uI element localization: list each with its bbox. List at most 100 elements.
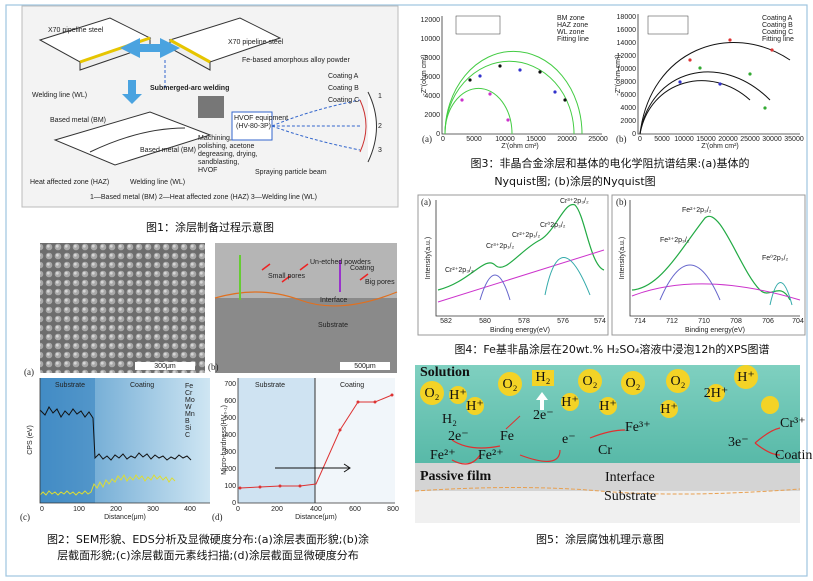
- label: Submerged-arc welding: [150, 85, 229, 92]
- group: (a) Cr²⁺2p₃/₂ Cr³⁺2p₁/₂ Cr²⁺2p₁/₂ Cr⁰2p₃/₂ C…: [417, 194, 609, 336]
- label: 2000: [424, 112, 440, 119]
- group: (b) Fe²⁺2p₃/₂ Fe³⁺2p₃/₂ Fe⁰2p₃/₂ 714 712 710…: [611, 194, 806, 336]
- label: 600: [224, 398, 236, 405]
- label: Intensity(a.u.): [619, 237, 626, 279]
- path-shape: [637, 14, 800, 135]
- label: Fe⁰2p₃/₂: [762, 254, 789, 262]
- dot: [770, 48, 774, 52]
- label: H⁺: [599, 399, 617, 414]
- label: Coating A: [762, 15, 793, 22]
- dot: [763, 106, 767, 110]
- group: 582 580 578 576 574: [440, 318, 606, 325]
- label: 0: [632, 131, 636, 138]
- dot: [660, 400, 678, 418]
- dot: [578, 369, 602, 393]
- label: 600: [349, 506, 361, 513]
- label: 10000: [421, 36, 441, 43]
- label: 700: [224, 381, 236, 388]
- label: 580: [479, 318, 491, 325]
- group: 0 2000 4000 6000 8000 10000 12000 14000 16000 180…: [617, 14, 637, 138]
- path-shape: [451, 454, 481, 465]
- label: 16000: [617, 27, 637, 34]
- path-shape: [437, 249, 605, 303]
- group: [451, 427, 781, 465]
- label: Binding energy(eV): [490, 327, 550, 334]
- label: 15000: [526, 136, 546, 143]
- label: Coating B: [328, 85, 359, 92]
- label: 14000: [617, 40, 637, 47]
- label: (c): [20, 512, 30, 522]
- dot: [678, 80, 682, 84]
- label: Coating C: [328, 97, 359, 104]
- label: Coating C: [762, 29, 793, 36]
- path-shape: [237, 378, 395, 504]
- group: 0 100 200 300 400 500 600 700: [224, 381, 236, 507]
- dot: [599, 397, 617, 415]
- path-shape: [769, 282, 793, 306]
- dot: [761, 396, 779, 414]
- label: 2e⁻: [533, 408, 554, 423]
- shape: [53, 111, 212, 166]
- shape: [418, 8, 608, 148]
- shape: [417, 194, 609, 336]
- label: 712: [666, 318, 678, 325]
- dot: [518, 68, 522, 72]
- path-shape: [639, 42, 791, 135]
- label: C: [185, 432, 190, 439]
- label: 4000: [620, 105, 636, 112]
- dot: [498, 64, 502, 68]
- group: [460, 92, 510, 122]
- label: Fe²⁺: [478, 448, 504, 463]
- label: Intensity(a.u.): [425, 237, 432, 279]
- label: 2: [378, 123, 382, 130]
- label: Fe³⁺: [625, 420, 651, 435]
- label: O₂: [583, 374, 598, 389]
- label: WL zone: [557, 29, 584, 36]
- path-shape: [435, 200, 604, 317]
- group: [261, 263, 369, 283]
- label: Fe²⁺2p₃/₂: [682, 207, 712, 214]
- label: O₂: [425, 386, 440, 401]
- label: Machining,: [198, 135, 232, 142]
- dot: [488, 92, 492, 96]
- label: Coating A: [328, 73, 359, 80]
- label: 图3：非晶合金涂层和基体的电化学阻抗谱结果:(a)基体的: [470, 156, 749, 170]
- label: Micro-hardness(HV₀.₁): [221, 405, 228, 475]
- label: 2e⁻: [448, 429, 469, 444]
- label: Distance(μm): [295, 514, 337, 521]
- label: Welding line (WL): [32, 92, 87, 99]
- label: Fe-based amorphous alloy powder: [242, 57, 350, 64]
- path-shape: [367, 91, 377, 163]
- dot: [563, 98, 567, 102]
- group: [478, 68, 557, 94]
- label: (d): [212, 512, 223, 522]
- label: Cr: [185, 390, 193, 397]
- label: e⁻: [562, 432, 576, 447]
- label: 20000: [557, 136, 577, 143]
- label: (b): [616, 134, 627, 144]
- label: 10000: [674, 136, 694, 143]
- label: 6000: [620, 92, 636, 99]
- label: 300: [147, 506, 159, 513]
- label: Based metal (BM): [50, 117, 106, 124]
- label: 708: [730, 318, 742, 325]
- path-shape: [639, 80, 751, 135]
- path-shape: [239, 394, 393, 489]
- label: 12000: [421, 17, 441, 24]
- path-shape: [451, 439, 501, 449]
- group: 300μm (a) Un-etched powders Small pores Bi…: [20, 243, 399, 522]
- label: Fe: [185, 383, 193, 390]
- shape: [198, 96, 224, 118]
- label: Coating: [350, 265, 374, 272]
- dot: [728, 38, 732, 42]
- label: 图4：Fe基非晶涂层在20wt.% H₂SO₄溶液中浸泡12h的XPS图谱: [454, 342, 769, 356]
- dot: [298, 484, 302, 488]
- label: BM zone: [557, 15, 585, 22]
- label: 0: [232, 500, 236, 507]
- label: 100: [73, 506, 85, 513]
- label: Spraying particle beam: [255, 169, 327, 176]
- label: Mo: [185, 397, 195, 404]
- label: H⁺: [561, 395, 579, 410]
- label: Interface: [605, 470, 655, 485]
- label: 710: [698, 318, 710, 325]
